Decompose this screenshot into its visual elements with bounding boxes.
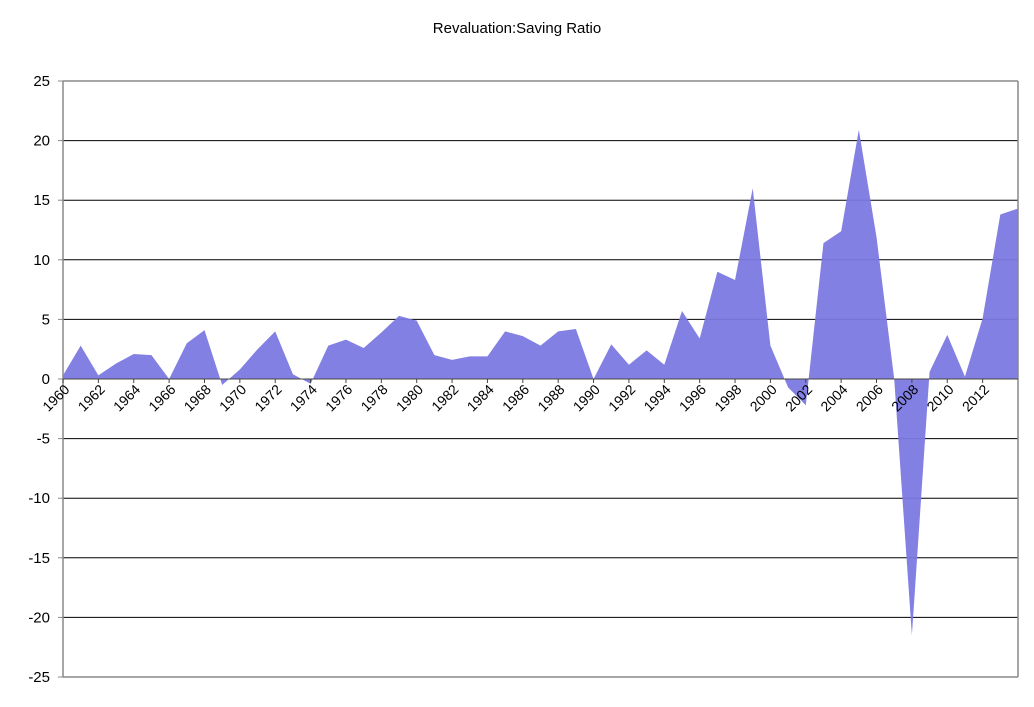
x-tick-label: 2012 (959, 381, 992, 414)
x-tick-label: 1980 (393, 381, 426, 414)
x-tick-label: 2000 (747, 381, 780, 414)
x-tick-label: 1978 (357, 381, 390, 414)
x-tick-label: 1986 (499, 381, 532, 414)
y-tick-label: -20 (28, 609, 50, 626)
x-tick-label: 1968 (181, 381, 214, 414)
chart-title: Revaluation:Saving Ratio (432, 20, 602, 37)
x-tick-label: 1982 (428, 381, 461, 414)
x-tick-label: 1974 (287, 381, 320, 414)
x-tick-label: 1988 (534, 381, 567, 414)
y-tick-label: 20 (33, 133, 50, 150)
x-tick-label: 1996 (676, 381, 709, 414)
x-tick-label: 1984 (464, 381, 497, 414)
x-tick-label: 2006 (853, 381, 886, 414)
x-tick-label: 2004 (817, 381, 850, 414)
y-tick-labels: 25 20 15 10 5 0 -5 -10 -15 -20 -25 (28, 73, 63, 686)
x-tick-label: 1992 (605, 381, 638, 414)
y-tick-label: -25 (28, 669, 50, 686)
y-tick-label: -5 (37, 431, 50, 448)
y-tick-label: -10 (28, 490, 50, 507)
y-tick-label: 5 (42, 311, 50, 328)
x-tick-label: 1964 (110, 381, 143, 414)
x-tick-labels: 1960 1962 1964 1966 1968 1970 1972 1974 1976 1978… (39, 379, 992, 415)
y-tick-label: 10 (33, 252, 50, 269)
x-tick-label: 1962 (75, 381, 108, 414)
x-tick-label: 1972 (251, 381, 284, 414)
x-tick-label: 2002 (782, 381, 815, 414)
x-tick-label: 1998 (711, 381, 744, 414)
y-tick-label: -15 (28, 550, 50, 567)
x-tick-label: 1966 (145, 381, 178, 414)
x-tick-label: 1976 (322, 381, 355, 414)
x-tick-label: 1970 (216, 381, 249, 414)
y-tick-label: 0 (42, 371, 50, 388)
x-tick-label: 1994 (640, 381, 673, 414)
axes (62, 80, 1019, 678)
y-tick-label: 15 (33, 192, 50, 209)
x-tick-label: 1990 (570, 381, 603, 414)
y-tick-label: 25 (33, 73, 50, 90)
